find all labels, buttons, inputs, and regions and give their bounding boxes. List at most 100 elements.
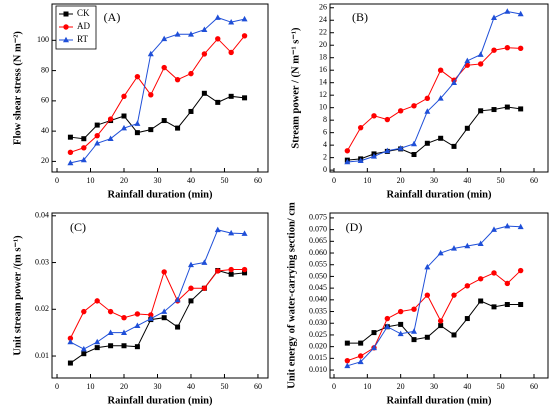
marker	[491, 47, 497, 53]
marker	[451, 332, 457, 338]
marker	[94, 132, 100, 139]
marker	[134, 344, 140, 350]
marker	[477, 61, 484, 67]
x-tick-label: 50	[220, 176, 228, 185]
marker	[437, 67, 444, 73]
x-tick-label: 0	[55, 382, 59, 391]
marker	[344, 158, 351, 165]
marker	[174, 296, 181, 303]
marker	[517, 223, 524, 230]
panel-title: (A)	[104, 10, 121, 24]
y-tick-label: 40	[41, 126, 49, 135]
marker	[411, 140, 417, 147]
marker	[80, 345, 87, 352]
marker	[411, 337, 417, 343]
y-tick-label: 14	[319, 78, 327, 87]
marker	[161, 35, 168, 42]
x-tick-label: 10	[363, 176, 371, 185]
marker	[148, 312, 154, 318]
plot-frame	[51, 212, 269, 379]
series-line	[346, 47, 521, 152]
marker	[397, 145, 404, 151]
marker	[134, 322, 141, 328]
y-tick-label: 0.050	[309, 271, 327, 280]
marker	[147, 315, 154, 321]
marker	[477, 276, 484, 282]
marker	[504, 280, 511, 287]
legend-label: RT	[77, 34, 88, 44]
x-tick-label: 10	[87, 382, 95, 391]
marker	[148, 127, 154, 133]
marker	[384, 315, 391, 322]
y-axis-label: Stream power / (N m⁻¹ s⁻¹)	[290, 27, 301, 149]
marker	[121, 124, 127, 131]
marker	[107, 116, 114, 122]
marker	[134, 130, 140, 136]
y-tick-label: 8	[323, 115, 327, 124]
marker	[228, 18, 235, 25]
marker	[451, 143, 457, 149]
y-tick-label: 0.03	[35, 257, 49, 266]
legend-marker	[63, 36, 69, 43]
legend-marker	[63, 11, 69, 17]
x-tick-label: 20	[397, 382, 405, 391]
marker	[81, 136, 87, 142]
y-tick-label: 0.055	[309, 260, 327, 269]
marker	[241, 266, 248, 273]
marker	[504, 104, 510, 110]
marker	[228, 266, 234, 273]
x-tick-label: 20	[120, 176, 128, 185]
marker	[161, 118, 167, 124]
x-tick-label: 20	[397, 176, 405, 185]
marker	[94, 122, 100, 128]
y-tick-label: 0.020	[309, 341, 327, 350]
marker	[344, 340, 350, 346]
marker	[215, 268, 221, 274]
marker	[424, 292, 431, 298]
marker	[228, 271, 234, 277]
marker	[242, 95, 248, 101]
marker	[188, 285, 194, 291]
marker	[491, 270, 497, 276]
marker	[491, 304, 497, 310]
plot-frame	[329, 3, 549, 173]
marker	[175, 324, 181, 330]
marker	[67, 360, 73, 366]
marker	[411, 328, 417, 334]
marker	[201, 90, 207, 96]
y-tick-label: 10	[319, 103, 327, 112]
y-tick-label: 24	[319, 15, 327, 24]
y-tick-label: 20	[319, 40, 327, 49]
marker	[451, 245, 457, 251]
marker	[174, 76, 181, 83]
marker	[81, 351, 87, 357]
marker	[344, 362, 351, 369]
x-tick-label: 30	[430, 382, 438, 391]
marker	[188, 108, 194, 114]
marker	[201, 285, 208, 291]
marker	[188, 70, 194, 77]
y-tick-label: 0.035	[309, 306, 327, 315]
y-tick-label: 6	[323, 127, 327, 136]
marker	[81, 308, 87, 315]
plot-frame	[329, 212, 549, 379]
marker	[464, 125, 470, 131]
marker	[215, 36, 221, 42]
marker	[228, 93, 234, 99]
marker	[491, 14, 497, 21]
y-axis-label: Unit energy of water-carrying section/ c…	[286, 202, 297, 389]
marker	[67, 335, 74, 341]
marker	[134, 73, 141, 80]
marker	[187, 31, 194, 37]
x-axis-label: Rainfall duration (min)	[107, 189, 213, 200]
y-tick-label: 0.040	[309, 295, 327, 304]
y-tick-label: 0.075	[309, 213, 327, 222]
marker	[80, 156, 87, 163]
marker	[371, 153, 377, 159]
marker	[437, 95, 444, 101]
y-tick-label: 2	[323, 152, 327, 161]
marker	[398, 321, 404, 327]
marker	[424, 108, 431, 114]
marker	[411, 306, 417, 312]
x-tick-label: 60	[530, 382, 538, 391]
